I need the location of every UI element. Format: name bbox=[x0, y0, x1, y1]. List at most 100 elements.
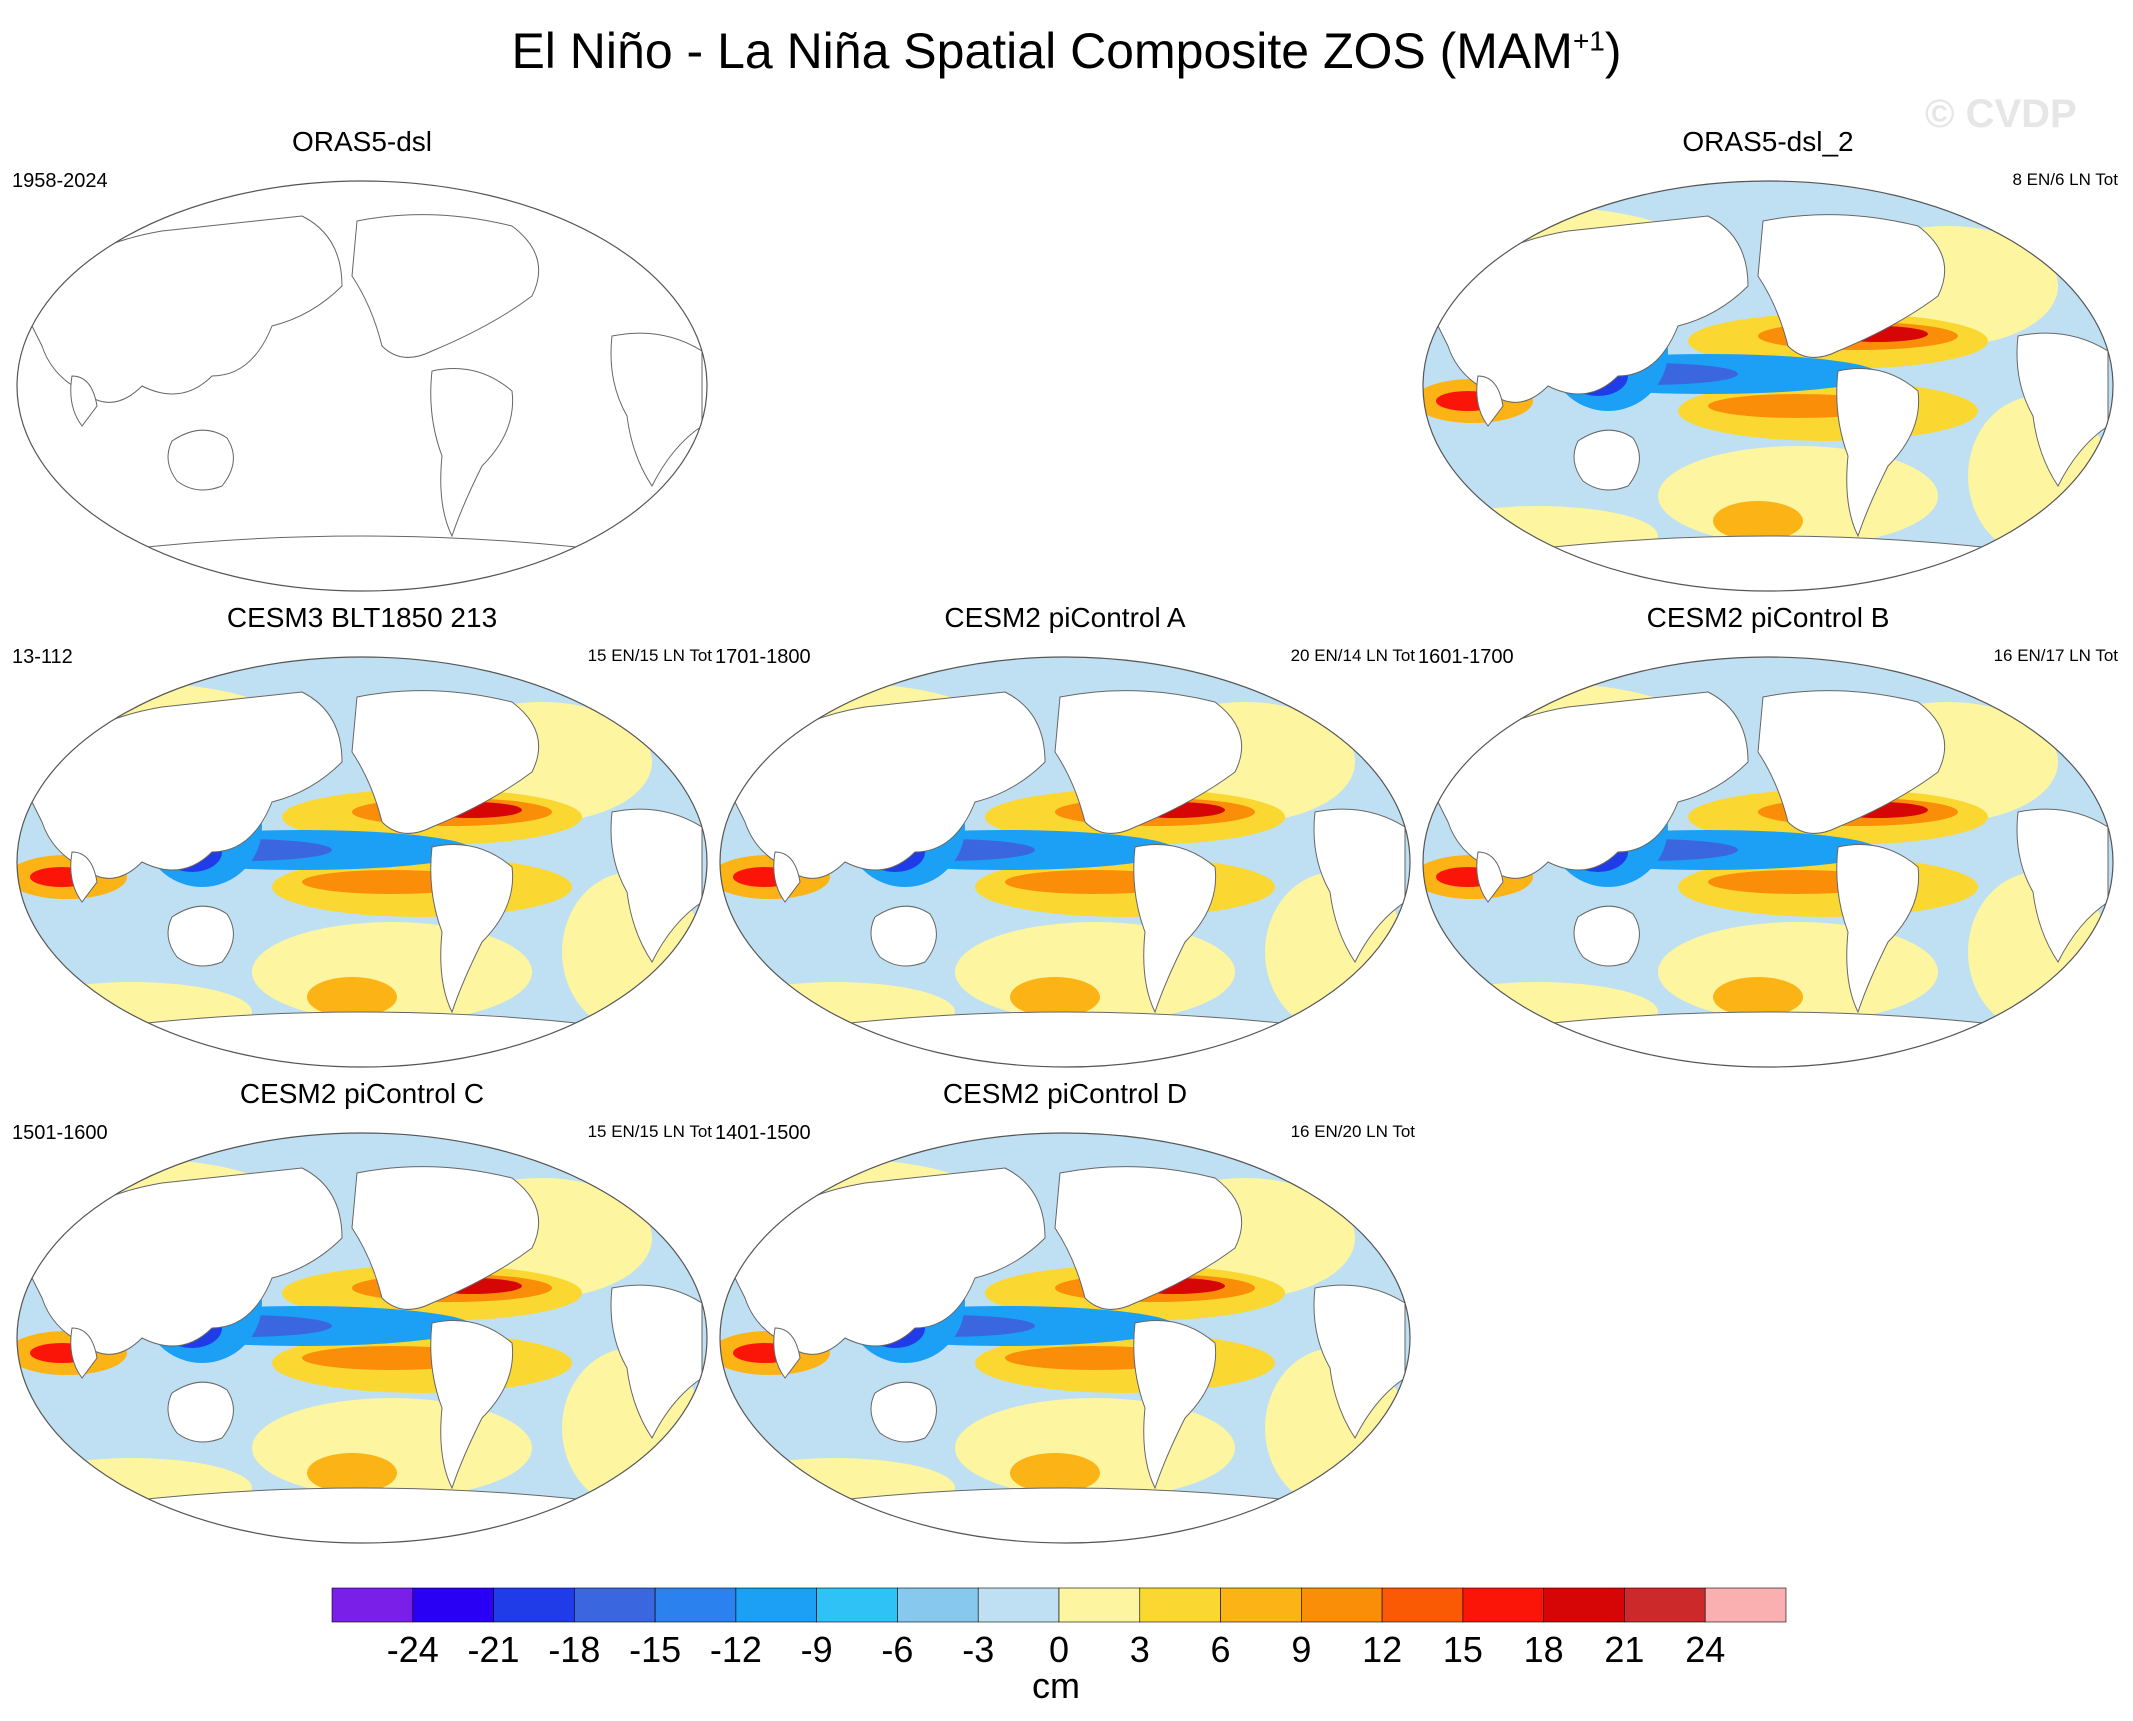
map-panel-oras5-dsl-2: ORAS5-dsl_2 8 EN/6 LN Tot bbox=[1418, 126, 2118, 592]
panel-title: CESM3 BLT1850 213 bbox=[226, 602, 498, 633]
map-globe bbox=[719, 656, 1411, 1068]
colorbar-tick-label: -9 bbox=[801, 1629, 833, 1670]
map-globe bbox=[16, 656, 708, 1068]
panel-events: 15 EN/15 LN Tot bbox=[587, 1122, 712, 1141]
south-pacific-positive bbox=[1713, 501, 1803, 541]
south-america-land bbox=[430, 844, 514, 1014]
weak-positive-anomaly bbox=[252, 1398, 532, 1498]
colorbar-swatch bbox=[897, 1587, 979, 1623]
colorbar-tick-label: -24 bbox=[387, 1629, 439, 1670]
map-panel-cesm2-picontrol-c: CESM2 piControl C 1501-1600 15 EN/15 LN … bbox=[12, 1078, 712, 1544]
panel-events: 8 EN/6 LN Tot bbox=[2012, 170, 2118, 189]
north-america-land bbox=[351, 690, 540, 834]
australia-land bbox=[167, 429, 234, 491]
globe-outline bbox=[16, 656, 708, 1068]
colorbar-swatch bbox=[816, 1587, 898, 1623]
south-america-land bbox=[430, 368, 514, 538]
asia-land bbox=[21, 1167, 343, 1355]
india-land bbox=[773, 1327, 801, 1379]
map-field bbox=[17, 657, 707, 1067]
north-america-land bbox=[1757, 214, 1946, 358]
colorbar-swatch bbox=[654, 1587, 737, 1623]
figure-title: El Niño - La Niña Spatial Composite ZOS … bbox=[0, 22, 2133, 80]
globe-outline bbox=[1422, 656, 2114, 1068]
weak-positive-anomaly bbox=[1658, 446, 1938, 546]
colorbar-tick-label: 12 bbox=[1362, 1629, 1402, 1670]
colorbar-tick-label: 6 bbox=[1211, 1629, 1231, 1670]
map-field bbox=[720, 1133, 1410, 1543]
asia-land bbox=[1427, 215, 1749, 403]
south-america-land bbox=[1836, 368, 1920, 538]
weak-positive-anomaly bbox=[1658, 922, 1938, 1022]
north-america-land bbox=[351, 1166, 540, 1310]
colorbar-units-label: cm bbox=[1032, 1665, 1080, 1706]
panel-events: 15 EN/15 LN Tot bbox=[587, 646, 712, 665]
map-field bbox=[1423, 181, 2113, 591]
panel-events: 16 EN/17 LN Tot bbox=[1993, 646, 2118, 665]
colorbar-swatch bbox=[1704, 1587, 1787, 1623]
india-land bbox=[773, 851, 801, 903]
map-panel-cesm3-blt1850: CESM3 BLT1850 213 13-112 15 EN/15 LN Tot bbox=[12, 602, 712, 1068]
south-pacific-positive bbox=[307, 977, 397, 1017]
colorbar-tick-label: -21 bbox=[468, 1629, 520, 1670]
asia-land bbox=[724, 1167, 1046, 1355]
map-panel-cesm2-picontrol-a: CESM2 piControl A 1701-1800 20 EN/14 LN … bbox=[715, 602, 1415, 1068]
colorbar-tick-label: 9 bbox=[1291, 1629, 1311, 1670]
map-field bbox=[720, 657, 1410, 1067]
map-globe bbox=[719, 1132, 1411, 1544]
colorbar-swatch bbox=[1301, 1587, 1383, 1623]
panel-title: ORAS5-dsl_2 bbox=[1682, 126, 1854, 157]
asia-land bbox=[21, 215, 343, 403]
africa-land bbox=[1313, 808, 1406, 963]
africa-land bbox=[2016, 332, 2109, 487]
south-pacific-positive bbox=[1713, 977, 1803, 1017]
africa-land bbox=[610, 808, 703, 963]
south-america-land bbox=[1133, 1320, 1217, 1490]
australia-land bbox=[167, 1381, 234, 1443]
panel-period: 1701-1800 bbox=[715, 646, 811, 668]
panel-title: CESM2 piControl C bbox=[239, 1078, 485, 1109]
panel-period: 1401-1500 bbox=[715, 1122, 811, 1144]
weak-positive-anomaly bbox=[955, 922, 1235, 1022]
india-land bbox=[70, 375, 98, 427]
colorbar-swatch bbox=[1543, 1587, 1625, 1623]
globe-outline bbox=[16, 1132, 708, 1544]
panel-events: 16 EN/20 LN Tot bbox=[1290, 1122, 1415, 1141]
india-land bbox=[1476, 851, 1504, 903]
colorbar-tick-label: -6 bbox=[881, 1629, 913, 1670]
colorbar-swatch bbox=[412, 1587, 494, 1623]
map-field bbox=[21, 214, 703, 591]
watermark-text: © CVDP bbox=[1925, 92, 2077, 136]
north-america-land bbox=[1054, 690, 1243, 834]
colorbar-swatch bbox=[1462, 1587, 1544, 1623]
colorbar-tick-label: -18 bbox=[548, 1629, 600, 1670]
india-land bbox=[70, 1327, 98, 1379]
north-america-land bbox=[351, 214, 540, 358]
colorbar-swatch bbox=[493, 1587, 575, 1623]
map-field bbox=[17, 1133, 707, 1543]
colorbar-swatch bbox=[574, 1587, 656, 1623]
colorbar-tick-label: 24 bbox=[1685, 1629, 1725, 1670]
australia-land bbox=[870, 905, 937, 967]
colorbar-swatch bbox=[1139, 1587, 1221, 1623]
map-globe bbox=[16, 180, 708, 592]
australia-land bbox=[870, 1381, 937, 1443]
south-america-land bbox=[1133, 844, 1217, 1014]
title-superscript: +1 bbox=[1572, 25, 1605, 57]
asia-land bbox=[1427, 691, 1749, 879]
asia-land bbox=[21, 691, 343, 879]
africa-land bbox=[610, 332, 703, 487]
colorbar-tick-label: -15 bbox=[629, 1629, 681, 1670]
panel-period: 1958-2024 bbox=[12, 170, 108, 192]
map-field bbox=[1423, 657, 2113, 1067]
africa-land bbox=[1313, 1284, 1406, 1439]
australia-land bbox=[167, 905, 234, 967]
colorbar-tick-label: 18 bbox=[1524, 1629, 1564, 1670]
map-globe bbox=[16, 1132, 708, 1544]
australia-land bbox=[1573, 905, 1640, 967]
globe-outline bbox=[719, 656, 1411, 1068]
map-panel-cesm2-picontrol-d: CESM2 piControl D 1401-1500 16 EN/20 LN … bbox=[715, 1078, 1415, 1544]
colorbar-swatch bbox=[331, 1587, 414, 1623]
south-america-land bbox=[430, 1320, 514, 1490]
title-main: El Niño - La Niña Spatial Composite ZOS … bbox=[511, 23, 1573, 79]
